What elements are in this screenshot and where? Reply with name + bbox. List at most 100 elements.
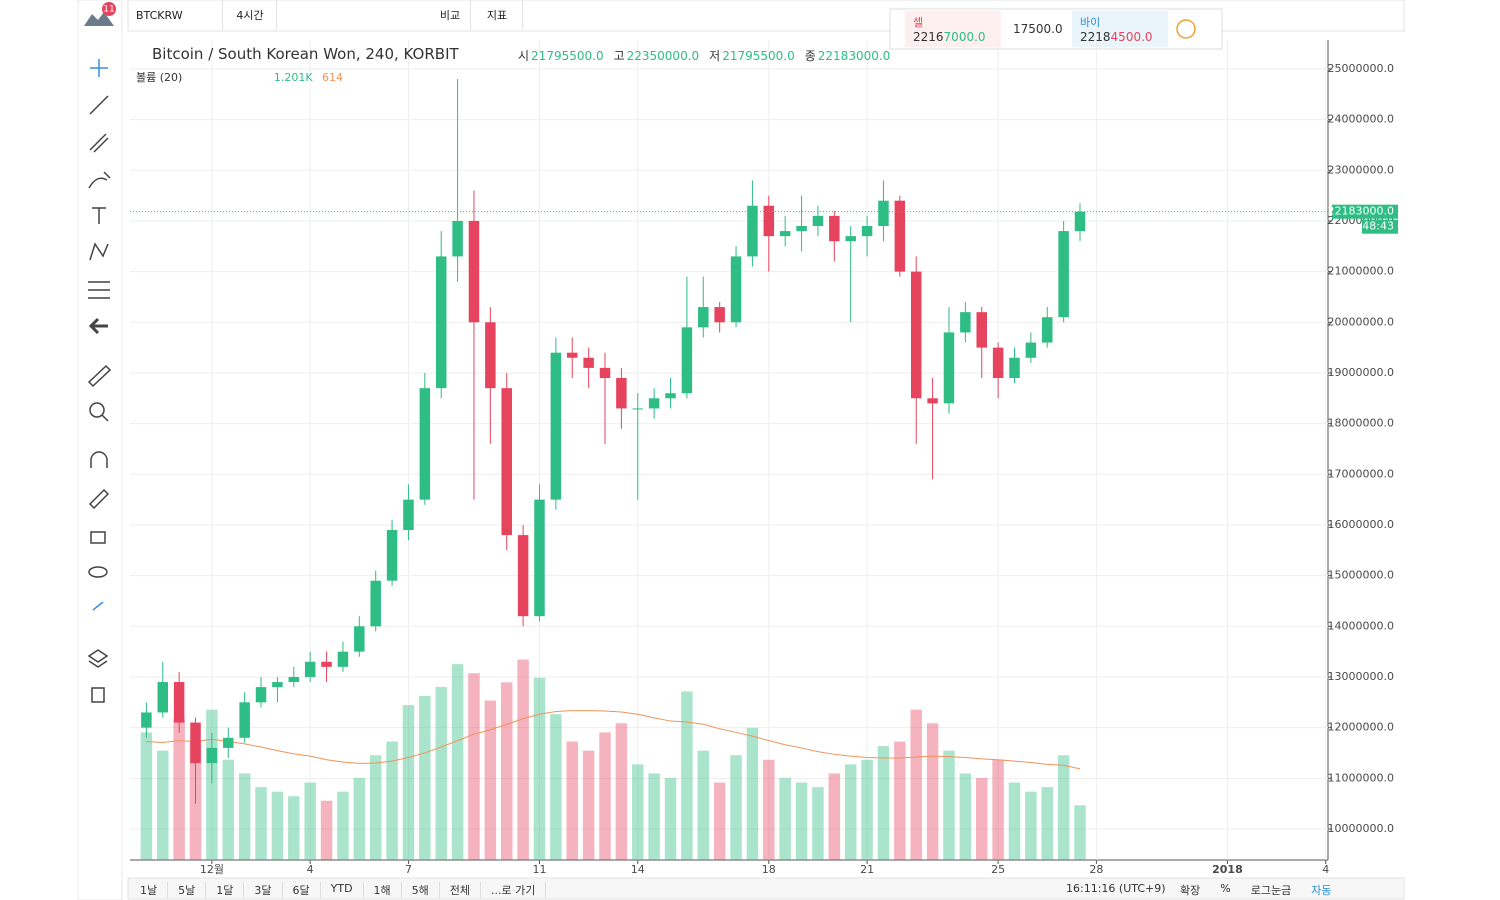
buy-button[interactable] (1072, 11, 1168, 47)
volume-bar (451, 664, 464, 860)
volume-bar (615, 723, 628, 860)
candle-body (370, 580, 381, 627)
range-button[interactable]: 전체 (440, 882, 482, 898)
volume-bar (1025, 791, 1037, 860)
back-icon[interactable] (88, 317, 108, 335)
candle-body (239, 702, 250, 738)
volume-bar (550, 714, 562, 860)
candle-body (861, 226, 873, 237)
indicators-button[interactable]: 지표 (472, 0, 523, 30)
pattern-tool-icon[interactable] (89, 242, 109, 261)
sell-button[interactable] (905, 11, 1001, 47)
text-tool-icon[interactable] (92, 207, 106, 224)
range-button[interactable]: 5날 (168, 882, 207, 898)
volume-bar (206, 709, 218, 860)
volume-bar (1074, 805, 1086, 860)
candle-body (812, 215, 824, 227)
candle-body (829, 215, 840, 242)
y-tick-label: 21000000.0 (1328, 265, 1394, 278)
ohlc-label: 시 (518, 49, 530, 63)
range-button[interactable]: 1달 (206, 882, 245, 898)
range-button[interactable]: 5해 (402, 882, 440, 898)
candle-body (435, 256, 447, 389)
compare-button[interactable]: 비교 (430, 0, 471, 30)
ohlc-label: 저 (709, 49, 721, 63)
last-price-tag (1332, 204, 1398, 219)
candle-body (452, 220, 463, 257)
volume-bar (1041, 787, 1053, 860)
y-tick-label: 11000000.0 (1328, 771, 1394, 784)
interval-button[interactable]: 4시간 (224, 0, 277, 30)
volume-bar (402, 705, 415, 860)
x-tick-label: 4 (307, 863, 314, 876)
buy-price[interactable]: 22184500.0 (1080, 30, 1153, 44)
range-button[interactable]: 3달 (244, 882, 283, 898)
y-tick-label: 18000000.0 (1328, 417, 1394, 430)
candle-body (403, 499, 414, 531)
scale-option[interactable]: 자동 (1311, 884, 1332, 897)
candle-body (910, 271, 922, 399)
volume-bar (157, 750, 169, 860)
candle-body (485, 322, 496, 389)
lock-icon[interactable] (90, 531, 106, 544)
volume-value: 1.201K (273, 71, 313, 84)
y-tick-label: 16000000.0 (1328, 518, 1394, 531)
candle-body (1074, 211, 1086, 232)
volume-bar (435, 686, 447, 860)
candle-body (976, 312, 987, 348)
volume-bar (812, 787, 824, 860)
y-tick-label: 12000000.0 (1328, 721, 1394, 734)
volume-bar (222, 759, 235, 860)
x-tick-label: 25 (991, 863, 1005, 876)
link-icon[interactable] (92, 601, 104, 611)
candle-body (223, 737, 234, 748)
volume-bar (992, 759, 1004, 860)
layers-icon[interactable] (87, 649, 109, 668)
visibility-icon[interactable] (88, 566, 108, 578)
trash-icon[interactable] (91, 687, 105, 703)
sell-price[interactable]: 22167000.0 (913, 30, 986, 44)
volume-bar (500, 682, 513, 860)
x-tick-label: 2018 (1212, 863, 1243, 876)
brush-tool-icon[interactable] (88, 171, 111, 189)
range-button[interactable]: 6달 (283, 882, 321, 898)
candle-body (1025, 342, 1037, 358)
magnet-icon[interactable] (90, 451, 108, 468)
symbol-box[interactable]: BTCKRW (128, 0, 223, 30)
scale-option[interactable]: 로그눈금 (1250, 884, 1292, 897)
scale-option[interactable]: % (1220, 882, 1231, 895)
candle-body (845, 236, 856, 242)
scale-option[interactable]: 확장 (1180, 884, 1201, 897)
candle-body (550, 352, 562, 500)
candle-body (157, 682, 169, 713)
bottom-bar-bg (127, 877, 1405, 900)
candle-body (894, 200, 906, 272)
notification-badge (102, 2, 116, 16)
range-button[interactable]: YTD (321, 882, 364, 898)
range-button[interactable]: 1날 (140, 882, 169, 898)
info-icon[interactable] (1176, 19, 1196, 39)
chart-title: Bitcoin / South Korean Won, 240, KORBIT (152, 45, 459, 63)
volume-bar (419, 696, 431, 860)
range-button[interactable]: 1해 (364, 882, 402, 898)
candle-body (599, 367, 611, 379)
candle-body (255, 687, 267, 703)
candle-body (616, 378, 627, 409)
candle-body (878, 200, 889, 227)
volume-bar (959, 773, 972, 860)
x-tick-label: 4 (1322, 863, 1329, 876)
range-button[interactable]: ...로 가기 (481, 882, 547, 898)
zoom-icon[interactable] (89, 402, 105, 418)
fib-tool-icon[interactable] (89, 133, 109, 153)
sell-label: 셀 (913, 14, 923, 30)
line-tool-icon[interactable] (89, 95, 109, 115)
volume-bar (713, 782, 726, 860)
crosshair-icon[interactable] (90, 59, 108, 77)
y-tick-label: 10000000.0 (1328, 822, 1394, 835)
drawing-mode-icon[interactable] (88, 488, 110, 510)
prediction-tool-icon[interactable] (88, 281, 110, 299)
candle-body (337, 651, 349, 667)
measure-icon[interactable] (87, 364, 112, 388)
candle-body (648, 398, 660, 409)
